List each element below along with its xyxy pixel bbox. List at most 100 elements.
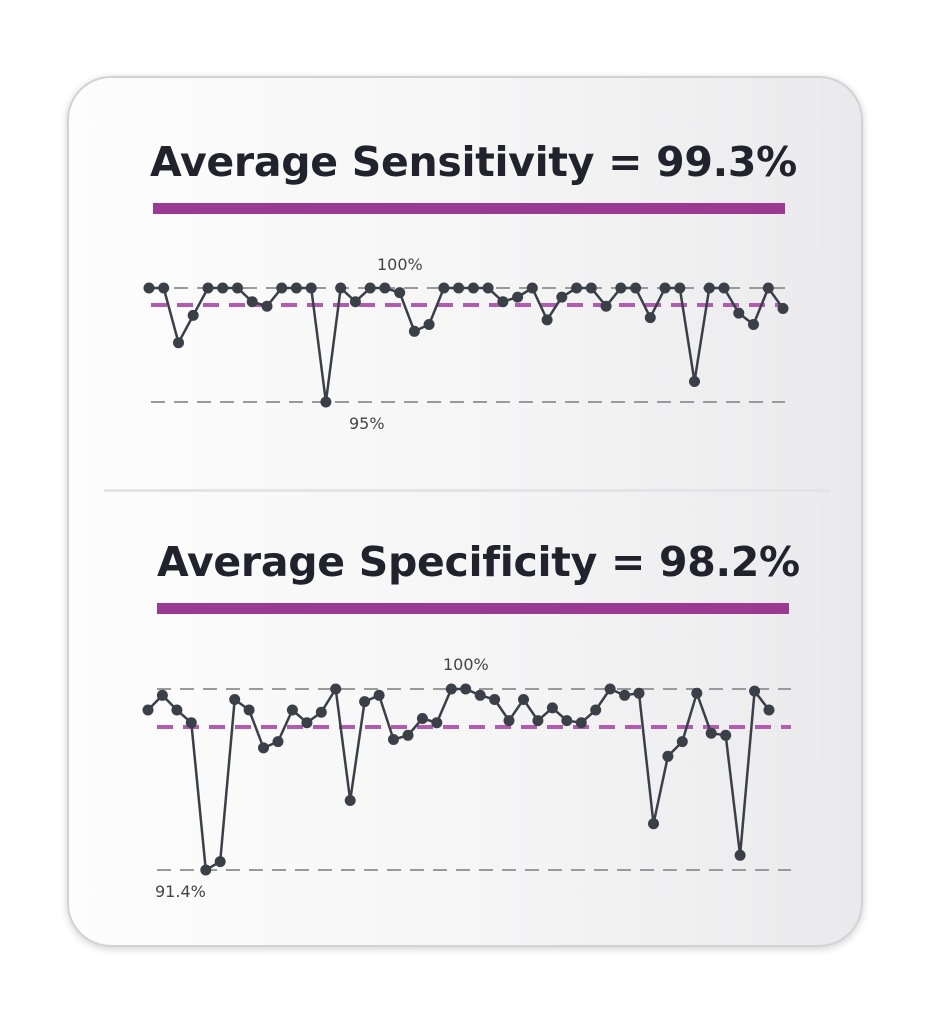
sensitivity-data-point <box>232 282 243 294</box>
specificity-data-point <box>489 694 501 705</box>
specificity-data-point <box>229 694 241 705</box>
specificity-data-point <box>359 696 371 708</box>
specificity-data-point <box>705 727 717 739</box>
sensitivity-data-point <box>644 312 656 324</box>
specificity-title: Average Specificity = 98.2% <box>157 538 800 586</box>
specificity-data-point <box>243 704 255 716</box>
chart-card: Average Sensitivity = 99.3% Average Spec… <box>67 76 863 947</box>
specificity-data-point <box>301 717 313 729</box>
specificity-data-point <box>373 689 385 701</box>
sensitivity-data-point <box>733 307 745 319</box>
specificity-chart: 100% 91.4% <box>142 655 791 901</box>
sensitivity-data-point <box>571 282 583 294</box>
sensitivity-title: Average Sensitivity = 99.3% <box>150 138 797 186</box>
specificity-label-100: 100% <box>443 655 489 674</box>
sensitivity-data-point <box>187 309 199 321</box>
sensitivity-label-95: 95% <box>349 414 385 433</box>
specificity-data-point <box>460 683 472 695</box>
specificity-data-point <box>388 734 399 745</box>
specificity-data-point <box>185 717 197 729</box>
specificity-label-91-4: 91.4% <box>155 882 206 901</box>
specificity-data-point <box>633 687 645 699</box>
specificity-data-point <box>258 742 269 754</box>
sensitivity-data-point <box>585 282 597 294</box>
specificity-data-point <box>445 683 457 695</box>
specificity-series-line <box>147 687 770 872</box>
specificity-data-point <box>402 729 414 741</box>
specificity-data-point <box>749 685 761 697</box>
specificity-data-point <box>171 704 183 716</box>
specificity-data-point <box>431 717 443 729</box>
specificity-data-point <box>518 694 529 705</box>
specificity-data-point <box>662 750 674 762</box>
specificity-data-point <box>648 818 659 830</box>
specificity-data-point <box>156 689 168 701</box>
specificity-data-point <box>604 683 616 695</box>
sensitivity-data-point <box>143 282 155 294</box>
sensitivity-data-point <box>290 282 302 294</box>
sensitivity-data-point <box>379 282 391 294</box>
sensitivity-data-point <box>467 282 479 294</box>
sensitivity-points <box>143 282 789 408</box>
sensitivity-data-point <box>261 300 273 312</box>
sensitivity-data-point <box>276 282 288 294</box>
sensitivity-data-point <box>305 282 317 294</box>
sensitivity-data-point <box>674 282 686 294</box>
specificity-points <box>142 683 775 876</box>
sensitivity-data-point <box>615 282 627 294</box>
sensitivity-data-point <box>158 282 170 294</box>
sensitivity-data-point <box>453 282 465 294</box>
sensitivity-data-point <box>349 296 361 308</box>
specificity-data-point <box>503 715 515 727</box>
sensitivity-data-point <box>556 291 568 303</box>
specificity-data-point <box>344 795 356 806</box>
specificity-data-point <box>214 856 226 868</box>
sensitivity-data-point <box>497 296 509 308</box>
sensitivity-data-point <box>320 396 332 408</box>
specificity-data-point <box>619 689 631 701</box>
sensitivity-data-point <box>394 287 406 299</box>
sensitivity-data-point <box>600 300 612 312</box>
sensitivity-data-point <box>364 282 376 294</box>
sensitivity-data-point <box>217 282 229 294</box>
sensitivity-data-point <box>202 282 214 294</box>
sensitivity-data-point <box>173 337 184 349</box>
sensitivity-data-point <box>748 319 759 330</box>
sensitivity-data-point <box>630 282 642 294</box>
sensitivity-data-point <box>777 303 789 314</box>
specificity-data-point <box>575 717 587 729</box>
charts-svg: 100% 95% 100% 91.4% <box>142 255 791 901</box>
specificity-accent-bar <box>157 603 789 614</box>
sensitivity-accent-bar <box>153 203 785 214</box>
specificity-data-point <box>763 704 775 716</box>
section-divider <box>104 489 830 492</box>
sensitivity-data-point <box>526 282 538 294</box>
specificity-data-point <box>142 704 154 716</box>
specificity-data-point <box>286 704 298 716</box>
specificity-data-point <box>315 706 327 718</box>
sensitivity-data-point <box>335 282 347 294</box>
specificity-data-point <box>691 687 703 699</box>
sensitivity-data-point <box>703 282 715 294</box>
specificity-data-point <box>590 704 602 716</box>
specificity-data-point <box>720 729 732 741</box>
sensitivity-data-point <box>512 291 524 303</box>
specificity-data-point <box>546 702 558 714</box>
sensitivity-data-point <box>718 282 730 294</box>
sensitivity-data-point <box>541 314 553 326</box>
specificity-data-point <box>330 683 342 695</box>
sensitivity-data-point <box>246 296 258 308</box>
sensitivity-data-point <box>659 282 671 294</box>
specificity-data-point <box>272 736 284 748</box>
specificity-data-point <box>416 713 428 724</box>
specificity-data-point <box>532 715 544 727</box>
sensitivity-label-100: 100% <box>377 255 423 274</box>
specificity-data-point <box>734 849 746 861</box>
specificity-data-point <box>474 689 486 701</box>
sensitivity-data-point <box>408 325 420 337</box>
sensitivity-data-point <box>689 376 700 387</box>
sensitivity-data-point <box>423 319 435 330</box>
sensitivity-data-point <box>438 282 450 294</box>
sensitivity-chart: 100% 95% <box>143 255 789 433</box>
specificity-data-point <box>200 864 212 876</box>
